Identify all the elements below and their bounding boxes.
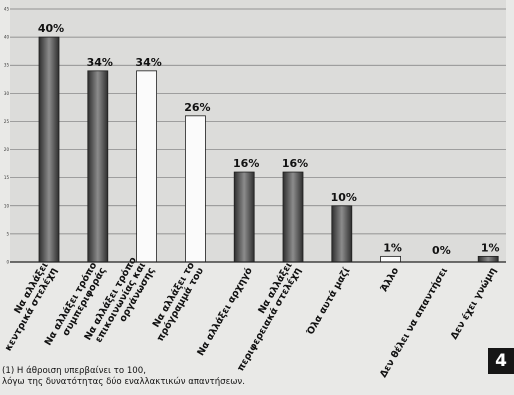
bar [136, 70, 158, 263]
bar-value-label: 34% [135, 56, 161, 69]
bar-value-label: 1% [383, 241, 402, 254]
value-labels: 40% 34% 34% 26% 16% 16% 10% 1% 0% 1% [38, 22, 500, 257]
x-tick-label-line: Δεν έχει γνώμη [449, 266, 499, 342]
x-tick-label-line: Άλλο [379, 265, 402, 294]
bar-value-label: 0% [432, 244, 451, 257]
bar-value-label: 40% [38, 22, 64, 35]
bar [477, 255, 499, 263]
y-tick-label: 40 [4, 35, 10, 40]
bar [38, 36, 60, 263]
x-tick-label: Άλλο [379, 265, 402, 294]
x-tick-label: Όλα αυτά μαζί [304, 265, 352, 337]
bar-value-label: 16% [233, 157, 259, 170]
bar-value-label: 26% [184, 101, 210, 114]
x-tick-label-line: Όλα αυτά μαζί [304, 265, 352, 337]
bar-value-label: 10% [331, 191, 357, 204]
bar [233, 171, 255, 263]
x-tick-label: Δεν έχει γνώμη [449, 266, 499, 342]
bar-value-label: 34% [87, 56, 113, 69]
footnote-line-2: λόγω της δυνατότητας δύο εναλλακτικών απ… [2, 377, 245, 387]
x-tick-label-line: Να αλλάξει αρχηγό [195, 265, 255, 358]
bar [87, 70, 109, 263]
bars [38, 36, 499, 263]
y-tick-label: 10 [4, 203, 10, 208]
y-tick-label: 15 [4, 175, 10, 180]
y-tick-label: 20 [4, 147, 10, 152]
footnote-line-1: (1) Η άθροιση υπερβαίνει το 100, [2, 366, 146, 376]
bar [184, 115, 206, 263]
y-tick-label: 0 [6, 260, 9, 265]
page-number-badge: 4 [488, 348, 514, 374]
footnote: (1) Η άθροιση υπερβαίνει το 100, λόγω τη… [2, 366, 422, 388]
y-tick-label: 25 [4, 119, 10, 124]
y-tick-label: 5 [6, 231, 9, 236]
y-axis-tick-labels: 0 5 10 15 20 25 30 35 40 45 [4, 7, 10, 265]
y-tick-label: 30 [4, 91, 10, 96]
y-tick-label: 45 [4, 7, 10, 12]
bar-value-label: 1% [481, 241, 500, 254]
plot-background [10, 0, 506, 262]
bar [380, 255, 402, 263]
bar-value-label: 16% [282, 157, 308, 170]
y-tick-label: 35 [4, 63, 10, 68]
x-tick-label: Να αλλάξει αρχηγό [195, 265, 255, 358]
bar [331, 205, 353, 263]
bar [282, 171, 304, 263]
